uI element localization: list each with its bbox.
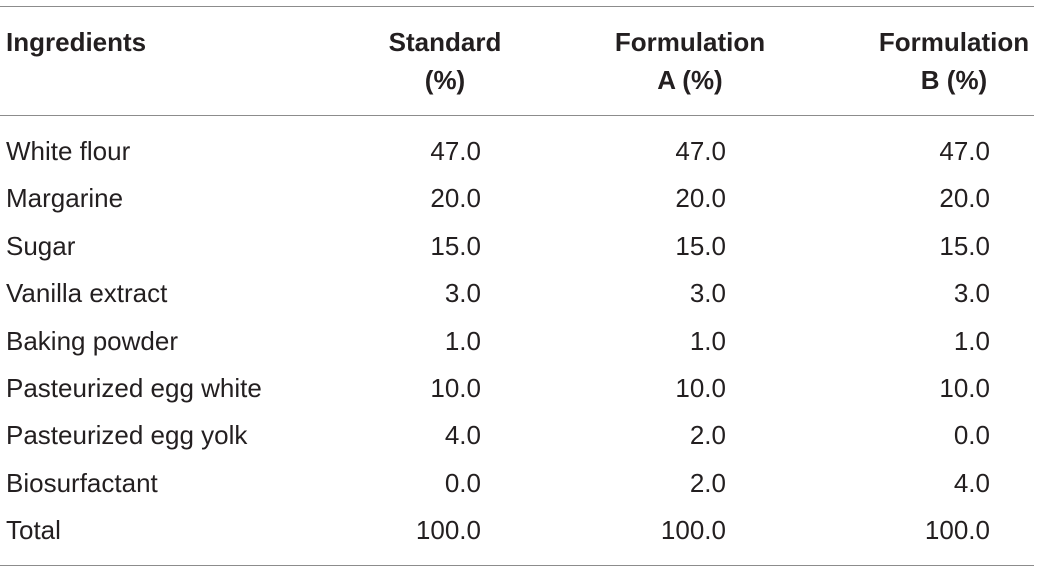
cell-value: 10.0 <box>675 373 726 403</box>
cell-value: 10.0 <box>939 373 990 403</box>
cell-value: 0.0 <box>444 467 481 498</box>
row-label: Vanilla extract <box>6 278 168 309</box>
row-label: Biosurfactant <box>6 467 158 498</box>
bottom-rule <box>0 565 1034 566</box>
cell-value: 1.0 <box>953 325 990 356</box>
header-rule <box>0 115 1034 116</box>
cell-value: 20.0 <box>430 183 481 214</box>
row-label: Margarine <box>6 183 124 214</box>
column-header: Standard <box>388 27 502 57</box>
cell-value: 100.0 <box>660 515 726 546</box>
cell-value: 3.0 <box>444 278 481 309</box>
column-header: Formulation <box>614 27 766 57</box>
cell-value: 2.0 <box>689 467 726 498</box>
cell-value: 10.0 <box>430 373 481 403</box>
column-header: Ingredients <box>6 27 147 57</box>
cell-value: 2.0 <box>689 420 726 451</box>
column-header: B (%) <box>920 65 988 95</box>
row-label: Total <box>6 515 61 546</box>
row-label: Pasteurized egg yolk <box>6 420 248 451</box>
cell-value: 15.0 <box>939 230 990 261</box>
column-header: A (%) <box>657 65 723 95</box>
cell-value: 1.0 <box>689 325 726 356</box>
cell-value: 1.0 <box>444 325 481 356</box>
cell-value: 0.0 <box>953 420 990 451</box>
cell-value: 47.0 <box>675 136 726 166</box>
cell-value: 3.0 <box>689 278 726 309</box>
cell-value: 3.0 <box>953 278 990 309</box>
cell-value: 100.0 <box>415 515 481 546</box>
cell-value: 4.0 <box>444 420 481 451</box>
top-rule <box>0 6 1034 7</box>
cell-value: 47.0 <box>430 136 481 166</box>
cell-value: 20.0 <box>939 183 990 214</box>
row-label: Baking powder <box>6 325 178 356</box>
row-label: Pasteurized egg white <box>6 373 262 403</box>
cell-value: 15.0 <box>430 230 481 261</box>
cell-value: 15.0 <box>675 230 726 261</box>
cell-value: 100.0 <box>924 515 990 546</box>
cell-value: 47.0 <box>939 136 990 166</box>
row-label: Sugar <box>6 230 76 261</box>
cell-value: 4.0 <box>953 467 990 498</box>
cell-value: 20.0 <box>675 183 726 214</box>
column-header: Formulation <box>878 27 1030 57</box>
row-label: White flour <box>6 136 131 166</box>
column-header: (%) <box>424 65 466 95</box>
